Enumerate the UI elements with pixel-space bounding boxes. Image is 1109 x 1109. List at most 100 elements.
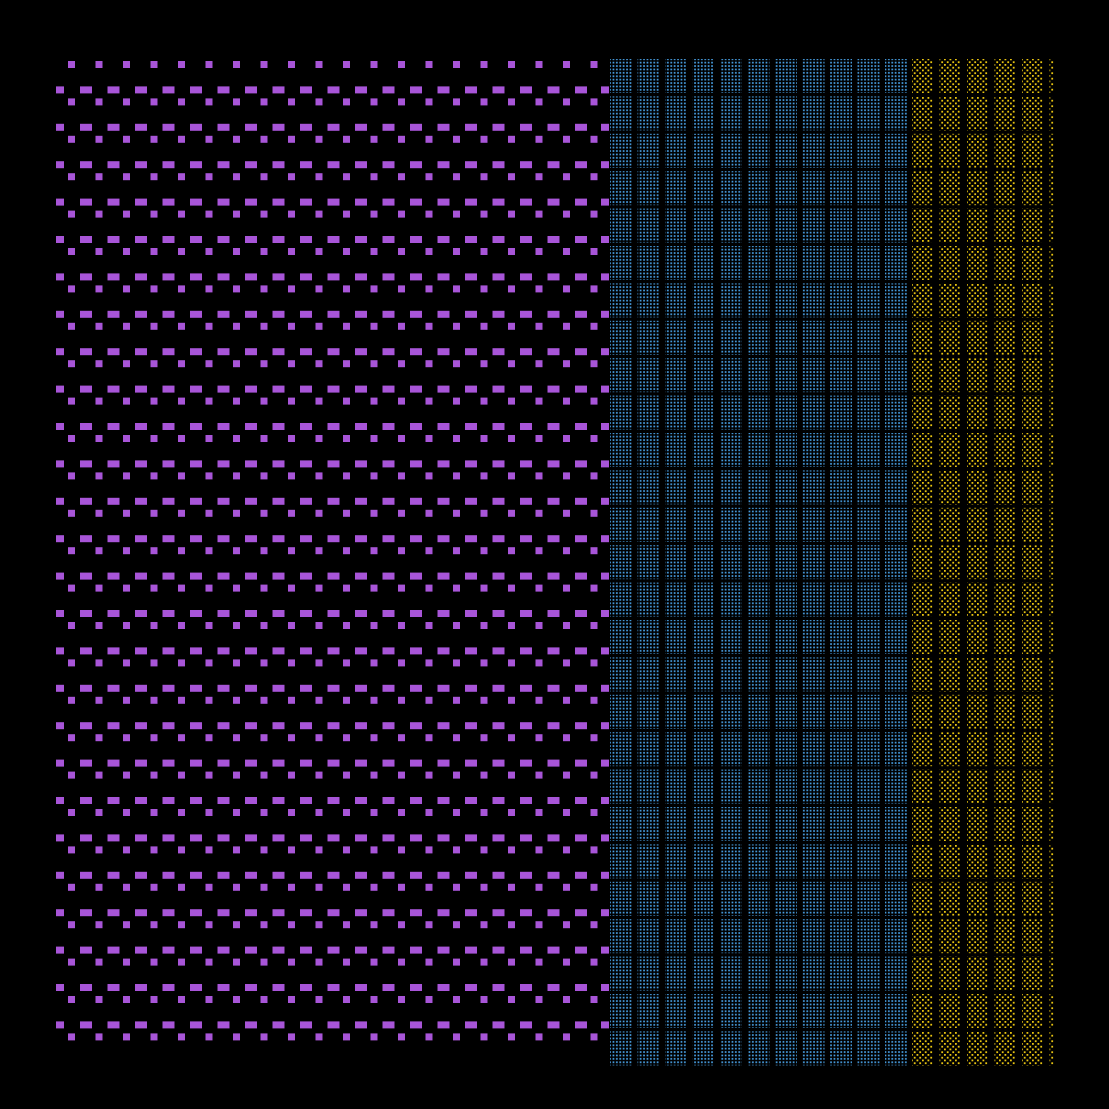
purple-bar: [382, 759, 395, 767]
purple-square: [288, 921, 295, 929]
purple-square: [453, 547, 460, 555]
blue-dot-block: [775, 769, 797, 804]
purple-bar: [437, 1021, 450, 1029]
purple-square: [343, 958, 350, 966]
purple-square: [150, 1033, 158, 1041]
blue-dot-block: [775, 433, 797, 467]
yellow-dot-block: [1022, 694, 1043, 729]
blue-dot-block: [720, 320, 742, 355]
purple-square: [563, 322, 570, 330]
purple-bar: [80, 834, 92, 842]
purple-square: [233, 61, 240, 68]
yellow-dot-block: [912, 881, 933, 916]
purple-square: [590, 622, 598, 629]
purple-square: [205, 173, 213, 181]
purple-bar: [107, 123, 120, 131]
purple-bar: [382, 797, 395, 804]
purple-square: [260, 921, 268, 929]
purple-bar: [107, 86, 120, 94]
purple-bar: [465, 871, 477, 879]
purple-square: [480, 322, 488, 330]
blue-dot-block: [857, 133, 880, 168]
purple-bar: [217, 423, 230, 430]
purple-square: [205, 472, 213, 480]
purple-bar: [135, 198, 147, 206]
yellow-dot-block: [912, 283, 933, 318]
blue-dot-block: [692, 96, 715, 131]
purple-bar: [162, 984, 175, 991]
purple-bar: [437, 871, 450, 879]
purple-bar: [327, 348, 340, 356]
purple-square: [260, 98, 268, 106]
purple-square: [260, 173, 268, 181]
purple-bar: [327, 871, 340, 879]
purple-bar: [520, 460, 532, 468]
yellow-dot-block: [939, 620, 961, 654]
purple-square: [288, 509, 295, 517]
purple-square: [535, 210, 543, 218]
purple-square: [590, 472, 598, 480]
blue-dot-block: [857, 59, 880, 93]
yellow-dot-block: [967, 807, 988, 841]
yellow-dot-block: [912, 919, 933, 954]
yellow-dot-block: [939, 844, 961, 879]
purple-bar: [107, 572, 120, 580]
purple-square: [398, 883, 405, 891]
purple-bar: [601, 610, 609, 617]
yellow-dot-blocks: [912, 59, 1054, 1066]
purple-bar: [547, 946, 560, 954]
purple-square: [370, 958, 378, 966]
blue-dot-block: [857, 769, 880, 804]
yellow-dot-block: [912, 59, 933, 93]
purple-square: [68, 1033, 75, 1041]
purple-square: [453, 883, 460, 891]
purple-bar: [355, 834, 367, 842]
blue-dot-block: [857, 657, 880, 692]
purple-bar: [355, 722, 367, 730]
blue-dot-block: [885, 171, 907, 206]
purple-square: [343, 285, 350, 293]
blue-dot-block: [775, 470, 797, 505]
purple-bar: [217, 497, 230, 505]
blue-dot-block: [665, 246, 687, 280]
purple-bar: [300, 984, 312, 991]
yellow-dot-block: [1049, 994, 1054, 1028]
blue-dot-block: [747, 582, 770, 617]
purple-square: [95, 547, 103, 555]
purple-bar: [162, 1021, 175, 1029]
purple-square: [370, 435, 378, 442]
purple-square: [123, 248, 130, 255]
purple-bar: [355, 236, 367, 243]
purple-square: [150, 285, 158, 293]
purple-square: [343, 135, 350, 143]
purple-square: [205, 846, 213, 854]
purple-square: [123, 547, 130, 555]
purple-bar: [190, 984, 202, 991]
purple-bar: [135, 684, 147, 692]
purple-square: [260, 210, 268, 218]
purple-bar: [355, 86, 367, 94]
purple-square: [480, 809, 488, 816]
blue-dot-block: [747, 994, 770, 1028]
purple-square: [233, 248, 240, 255]
blue-dot-block: [802, 208, 825, 243]
yellow-dot-block: [967, 657, 988, 692]
purple-bar: [300, 834, 312, 842]
purple-square: [453, 509, 460, 517]
purple-square: [260, 958, 268, 966]
blue-dot-block: [830, 545, 852, 580]
purple-square: [233, 584, 240, 592]
blue-dot-block: [775, 171, 797, 206]
purple-bar: [107, 834, 120, 842]
purple-bar: [575, 797, 587, 804]
purple-bar: [327, 797, 340, 804]
yellow-dot-block: [1022, 208, 1043, 243]
purple-bar: [437, 460, 450, 468]
purple-bar: [410, 161, 422, 169]
purple-square: [178, 285, 185, 293]
blue-dot-block: [830, 657, 852, 692]
purple-bar: [245, 273, 257, 281]
purple-square: [453, 397, 460, 405]
purple-bar: [300, 161, 312, 169]
purple-bar: [492, 984, 505, 991]
